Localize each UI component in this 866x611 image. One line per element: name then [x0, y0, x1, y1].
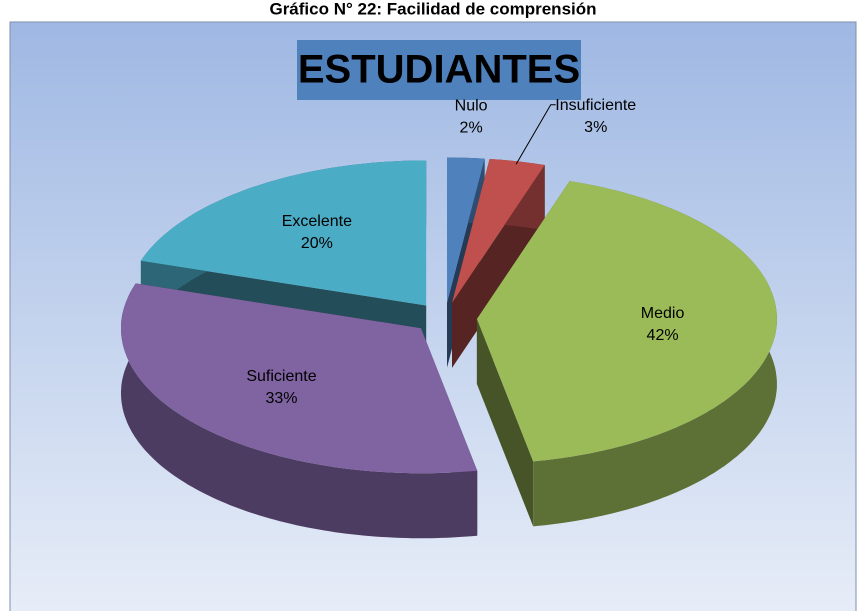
- leader-line: [515, 104, 556, 165]
- slice-top: [447, 157, 485, 303]
- slice-side: [476, 319, 534, 527]
- slice-top: [140, 160, 427, 306]
- slice-label: Suficiente: [246, 368, 316, 385]
- subtitle-box: [297, 40, 581, 100]
- labels: Nulo 2% Insuficiente 3% Medio 42% Suficiente 33…: [246, 97, 684, 407]
- slice-wall: [121, 283, 478, 539]
- slice: [476, 181, 777, 527]
- slice-label: Medio: [641, 305, 685, 322]
- slice-label: Insuficiente: [555, 97, 636, 114]
- slice: [121, 283, 478, 539]
- subtitle: ESTUDIANTES: [298, 48, 580, 92]
- slice-top: [121, 283, 478, 474]
- pie: [121, 157, 777, 539]
- slice: [452, 159, 545, 368]
- slice-label: Excelente: [282, 213, 352, 230]
- slice-value-label: 33%: [265, 390, 297, 407]
- chart-title: Gráfico N° 22: Facilidad de comprensión: [269, 0, 596, 18]
- slice-top: [452, 159, 545, 303]
- slice-value-label: 20%: [301, 235, 333, 252]
- slice-label: Nulo: [455, 98, 488, 115]
- slice-top: [476, 181, 777, 462]
- slice-value-label: 42%: [647, 327, 679, 344]
- slice-value-label: 2%: [460, 120, 483, 137]
- slice-value-label: 3%: [584, 119, 607, 136]
